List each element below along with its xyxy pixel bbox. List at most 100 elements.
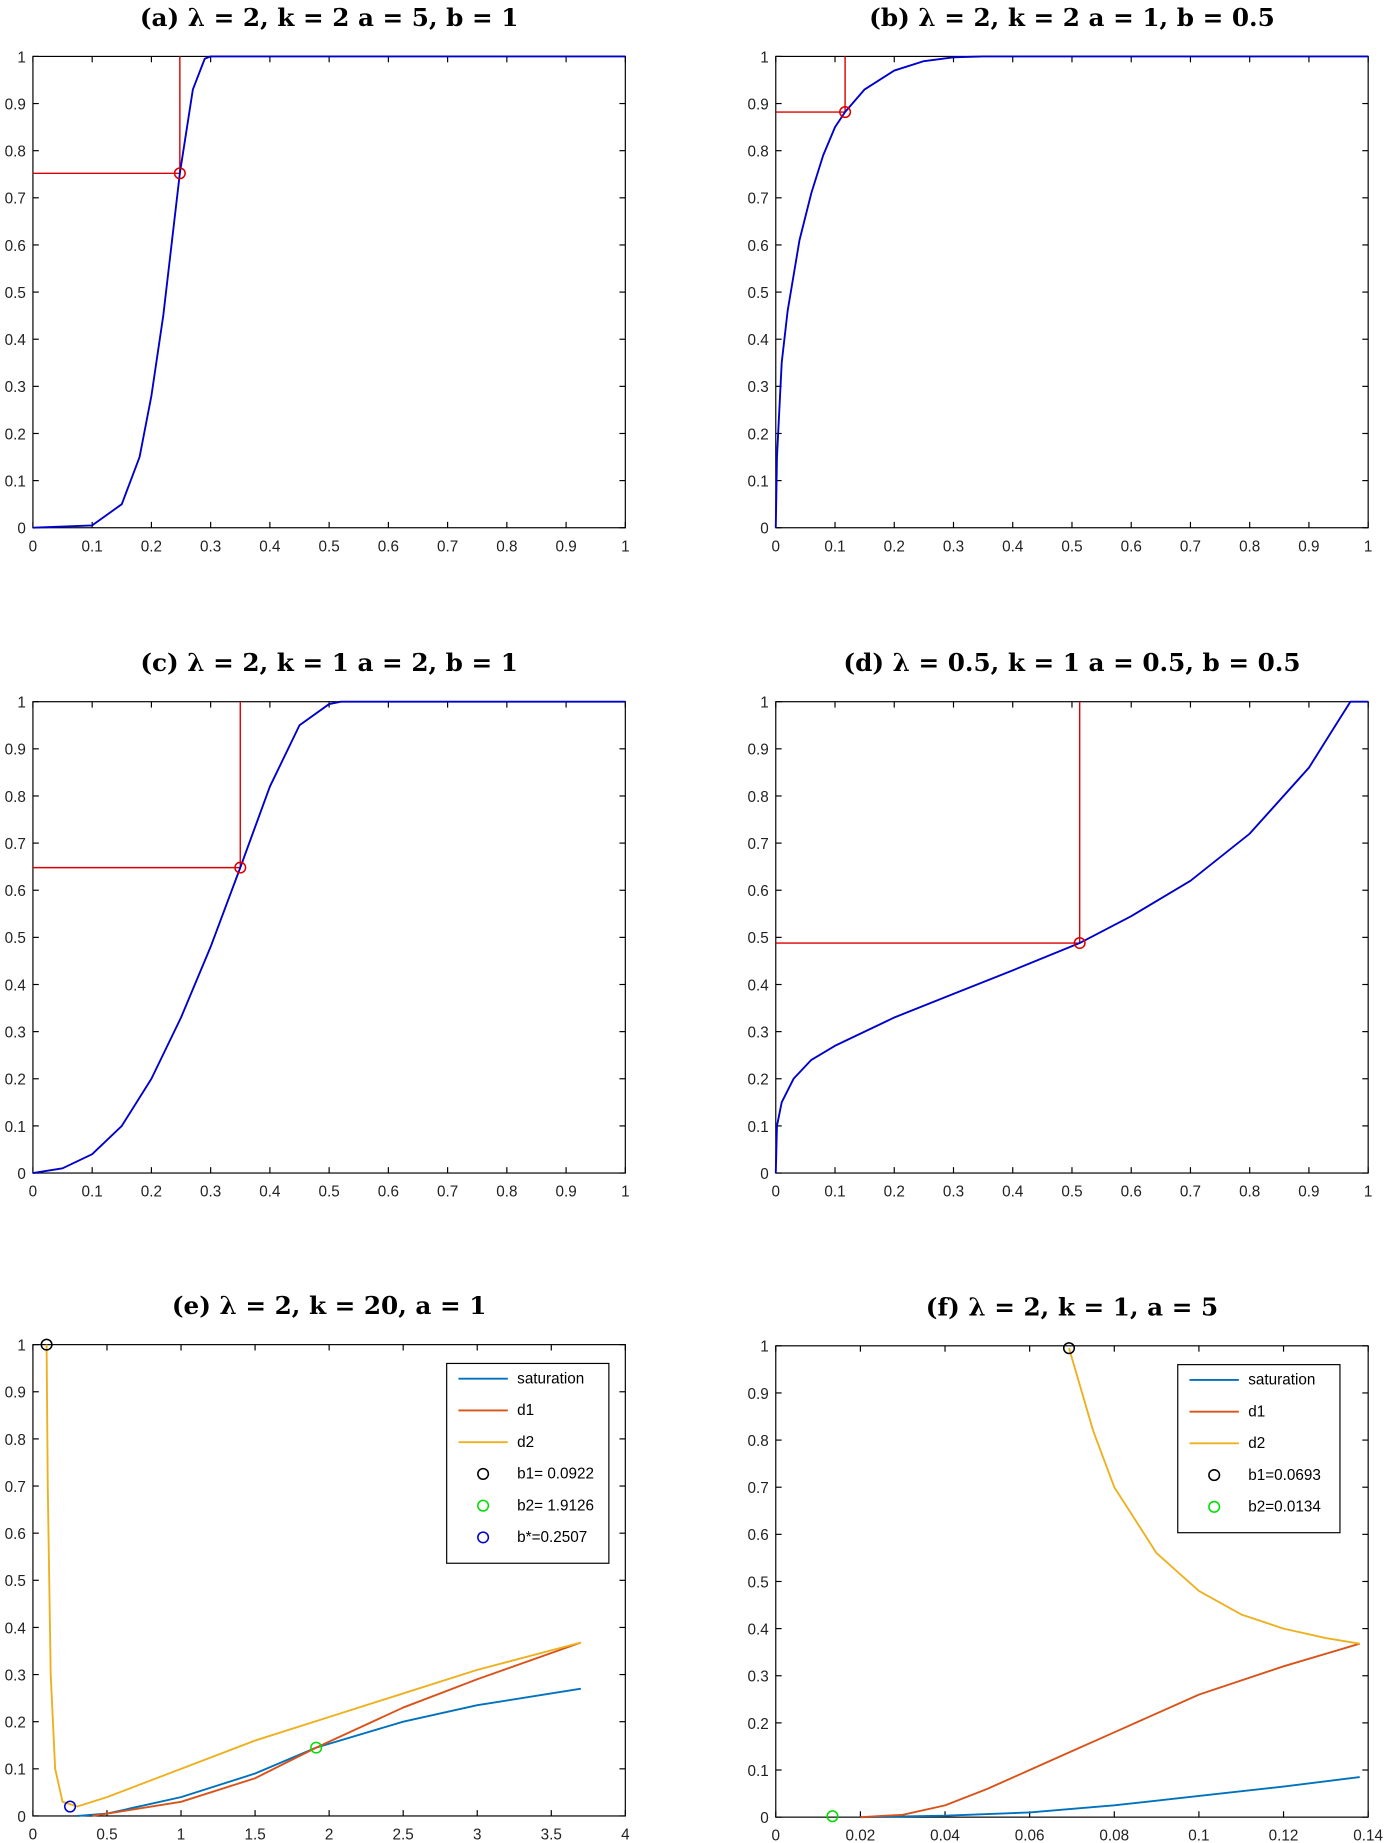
x-tick-label: 0.2 — [884, 538, 905, 555]
x-tick-label: 4 — [621, 1826, 630, 1843]
y-tick-label: 0.5 — [747, 1574, 768, 1591]
x-tick-label: 0.5 — [1061, 1184, 1082, 1201]
x-tick-label: 0 — [29, 1826, 38, 1843]
y-tick-label: 0 — [760, 521, 769, 538]
x-tick-label: 0.9 — [555, 538, 576, 555]
x-tick-label: 0.3 — [943, 1184, 964, 1201]
x-tick-label: 0.5 — [319, 1184, 340, 1201]
y-tick-label: 0.6 — [5, 238, 26, 255]
y-tick-label: 0.7 — [5, 1479, 26, 1496]
y-tick-label: 1 — [17, 695, 26, 712]
x-tick-label: 0.1 — [1188, 1828, 1209, 1843]
y-tick-label: 0.7 — [5, 191, 26, 208]
x-tick-label: 0.8 — [1239, 1184, 1260, 1201]
y-tick-label: 0.2 — [5, 426, 26, 443]
chart-title: (e) λ = 2, k = 20, a = 1 — [172, 1291, 487, 1320]
legend-label: b2=0.0134 — [1248, 1499, 1321, 1516]
y-tick-label: 0.5 — [5, 930, 26, 947]
y-tick-label: 0.7 — [747, 1480, 768, 1497]
x-tick-label: 0 — [772, 538, 781, 555]
panel-a: (a) λ = 2, k = 2 a = 5, b = 1 0 0.1 0.2 0.3 0… — [5, 3, 630, 555]
series-line-d2 — [45, 1344, 582, 1808]
y-tick-label: 0.7 — [747, 836, 768, 853]
x-tick-label: 0.1 — [824, 538, 845, 555]
x-tick-label: 3 — [473, 1826, 482, 1843]
x-tick-label: 1 — [1364, 538, 1373, 555]
axes-box — [775, 701, 1369, 1174]
y-tick-label: 1 — [760, 695, 769, 712]
y-tick-label: 0.5 — [5, 1573, 26, 1590]
legend-label: d2 — [517, 1434, 534, 1451]
y-tick-label: 0 — [17, 521, 26, 538]
x-tick-label: 0.8 — [496, 538, 517, 555]
y-tick-label: 0.3 — [5, 1667, 26, 1684]
y-tick-label: 0 — [17, 1809, 26, 1826]
series-line-d1 — [92, 1641, 582, 1817]
x-tick-label: 0.7 — [1180, 538, 1201, 555]
chart-title: (b) λ = 2, k = 2 a = 1, b = 0.5 — [869, 3, 1275, 32]
panel-e: (e) λ = 2, k = 20, a = 1 0 0.5 1 1.5 2 2.5 3 3.5… — [5, 1291, 630, 1843]
y-tick-label: 0.8 — [747, 1433, 768, 1450]
y-tick-label: 0.8 — [5, 1432, 26, 1449]
legend-label: d2 — [1248, 1435, 1265, 1452]
y-tick-label: 0.2 — [747, 1716, 768, 1733]
x-tick-label: 0.4 — [259, 1184, 281, 1201]
x-tick-label: 0.08 — [1099, 1828, 1129, 1843]
y-tick-label: 0.7 — [747, 191, 768, 208]
x-tick-label: 0.7 — [1180, 1184, 1201, 1201]
x-tick-label: 0 — [29, 1184, 38, 1201]
data-point — [40, 1338, 53, 1351]
y-tick-label: 0.6 — [747, 1527, 768, 1544]
y-tick-label: 0.8 — [5, 789, 26, 806]
y-tick-label: 0.9 — [5, 742, 26, 759]
x-tick-label: 0.8 — [1239, 538, 1260, 555]
y-tick-label: 0.1 — [747, 1119, 768, 1136]
x-tick-label: 0.04 — [930, 1828, 960, 1843]
legend-box — [1177, 1364, 1341, 1534]
x-tick-label: 0.4 — [1002, 538, 1024, 555]
y-tick-label: 0.4 — [747, 332, 769, 349]
x-tick-label: 0.1 — [824, 1184, 845, 1201]
x-tick-label: 0.5 — [1061, 538, 1082, 555]
x-tick-label: 0.5 — [96, 1826, 117, 1843]
x-tick-label: 0.02 — [846, 1828, 876, 1843]
legend-marker — [477, 1467, 490, 1480]
y-tick-label: 0.5 — [5, 285, 26, 302]
x-tick-label: 0.06 — [1015, 1828, 1045, 1843]
x-tick-label: 2.5 — [393, 1826, 414, 1843]
y-tick-label: 0.3 — [747, 1669, 768, 1686]
y-tick-label: 0.8 — [747, 144, 768, 161]
x-tick-label: 0.9 — [1298, 1184, 1319, 1201]
y-tick-label: 1 — [760, 49, 769, 66]
x-tick-label: 0.2 — [141, 538, 162, 555]
data-point — [826, 1810, 839, 1823]
y-tick-label: 0.5 — [747, 930, 768, 947]
x-tick-label: 1 — [177, 1826, 186, 1843]
x-tick-label: 0.2 — [884, 1184, 905, 1201]
y-tick-label: 0.6 — [747, 238, 768, 255]
y-tick-label: 0.1 — [5, 1119, 26, 1136]
y-tick-label: 0.2 — [747, 426, 768, 443]
x-tick-label: 1 — [621, 538, 630, 555]
legend-label: d1 — [517, 1402, 534, 1419]
legend: saturation d1 d2 b1=0.0693 b2=0.0134 — [1177, 1364, 1341, 1534]
marker-point — [1073, 936, 1086, 950]
y-tick-label: 1 — [760, 1339, 769, 1356]
marker-point — [234, 861, 247, 874]
series-line-curve — [32, 700, 626, 1174]
series-line-curve — [774, 700, 1369, 1174]
x-tick-label: 0.12 — [1269, 1828, 1299, 1843]
legend-marker — [1208, 1500, 1221, 1513]
x-tick-label: 0.1 — [82, 538, 103, 555]
marker-point — [839, 105, 852, 119]
chart-title: (f) λ = 2, k = 1, a = 5 — [926, 1292, 1218, 1321]
y-tick-label: 0.6 — [5, 883, 26, 900]
chart-title: (c) λ = 2, k = 1 a = 2, b = 1 — [140, 648, 518, 677]
y-tick-label: 0 — [760, 1166, 769, 1183]
legend-label: b1=0.0693 — [1248, 1467, 1321, 1484]
x-tick-label: 1.5 — [244, 1826, 265, 1843]
x-tick-label: 0.5 — [319, 538, 340, 555]
x-tick-label: 0.9 — [1298, 538, 1319, 555]
y-tick-label: 0.2 — [747, 1072, 768, 1089]
